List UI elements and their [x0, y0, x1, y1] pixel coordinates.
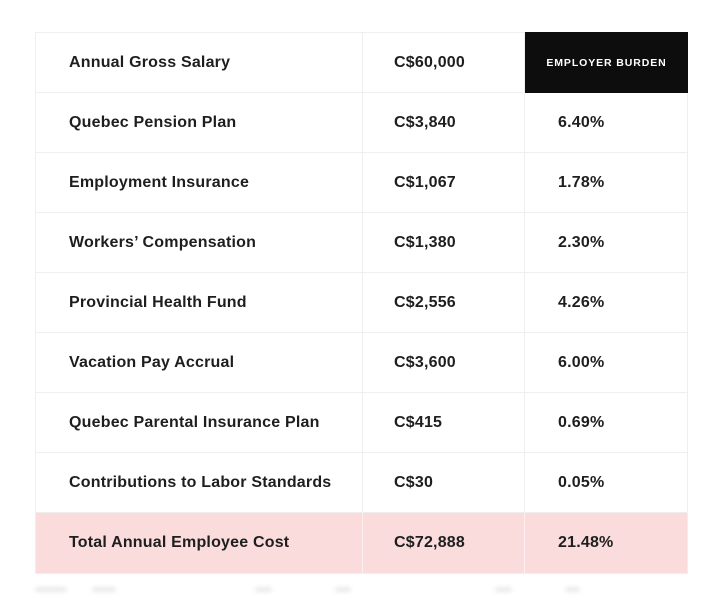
row-label: Workers’ Compensation: [36, 213, 363, 272]
bottom-artifact: [35, 587, 67, 592]
row-label: Provincial Health Fund: [36, 273, 363, 332]
row-burden-percent: 0.05%: [558, 473, 605, 491]
row-amount: C$1,380: [363, 213, 525, 272]
total-label: Total Annual Employee Cost: [36, 513, 363, 573]
row-label: Employment Insurance: [36, 153, 363, 212]
table-row: Provincial Health Fund C$2,556 4.26%: [36, 273, 687, 333]
bottom-artifact: [495, 587, 512, 592]
row-amount: C$3,840: [363, 93, 525, 152]
row-amount: C$415: [363, 393, 525, 452]
bottom-artifact: [255, 587, 272, 592]
bottom-artifact: [92, 587, 116, 592]
employer-burden-column-header: EMPLOYER BURDEN: [525, 32, 688, 93]
table-header-row: Annual Gross Salary C$60,000 EMPLOYER BU…: [36, 32, 688, 93]
bottom-artifact: [565, 587, 580, 592]
header-label: Annual Gross Salary: [36, 33, 363, 92]
employer-cost-table: Annual Gross Salary C$60,000 EMPLOYER BU…: [35, 32, 688, 574]
row-label: Quebec Pension Plan: [36, 93, 363, 152]
total-amount: C$72,888: [363, 513, 525, 573]
row-burden-percent: 0.69%: [558, 413, 605, 431]
row-label: Quebec Parental Insurance Plan: [36, 393, 363, 452]
bottom-artifact: [335, 587, 351, 592]
header-salary-value: C$60,000: [363, 33, 525, 92]
table-row: Quebec Parental Insurance Plan C$415 0.6…: [36, 393, 687, 453]
total-row: Total Annual Employee Cost C$72,888 21.4…: [36, 513, 687, 573]
row-amount: C$2,556: [363, 273, 525, 332]
row-burden-percent: 6.40%: [558, 113, 605, 131]
total-burden-percent: 21.48%: [558, 534, 614, 551]
table-row: Employment Insurance C$1,067 1.78%: [36, 153, 687, 213]
row-burden-percent: 1.78%: [558, 173, 605, 191]
row-burden-percent: 6.00%: [558, 353, 605, 371]
table-row: Contributions to Labor Standards C$30 0.…: [36, 453, 687, 513]
row-amount: C$30: [363, 453, 525, 512]
row-amount: C$1,067: [363, 153, 525, 212]
table-row: Quebec Pension Plan C$3,840 6.40%: [36, 93, 687, 153]
table-row: Workers’ Compensation C$1,380 2.30%: [36, 213, 687, 273]
row-burden-percent: 4.26%: [558, 293, 605, 311]
row-amount: C$3,600: [363, 333, 525, 392]
row-burden-percent: 2.30%: [558, 233, 605, 251]
table-row: Vacation Pay Accrual C$3,600 6.00%: [36, 333, 687, 393]
row-label: Contributions to Labor Standards: [36, 453, 363, 512]
row-label: Vacation Pay Accrual: [36, 333, 363, 392]
